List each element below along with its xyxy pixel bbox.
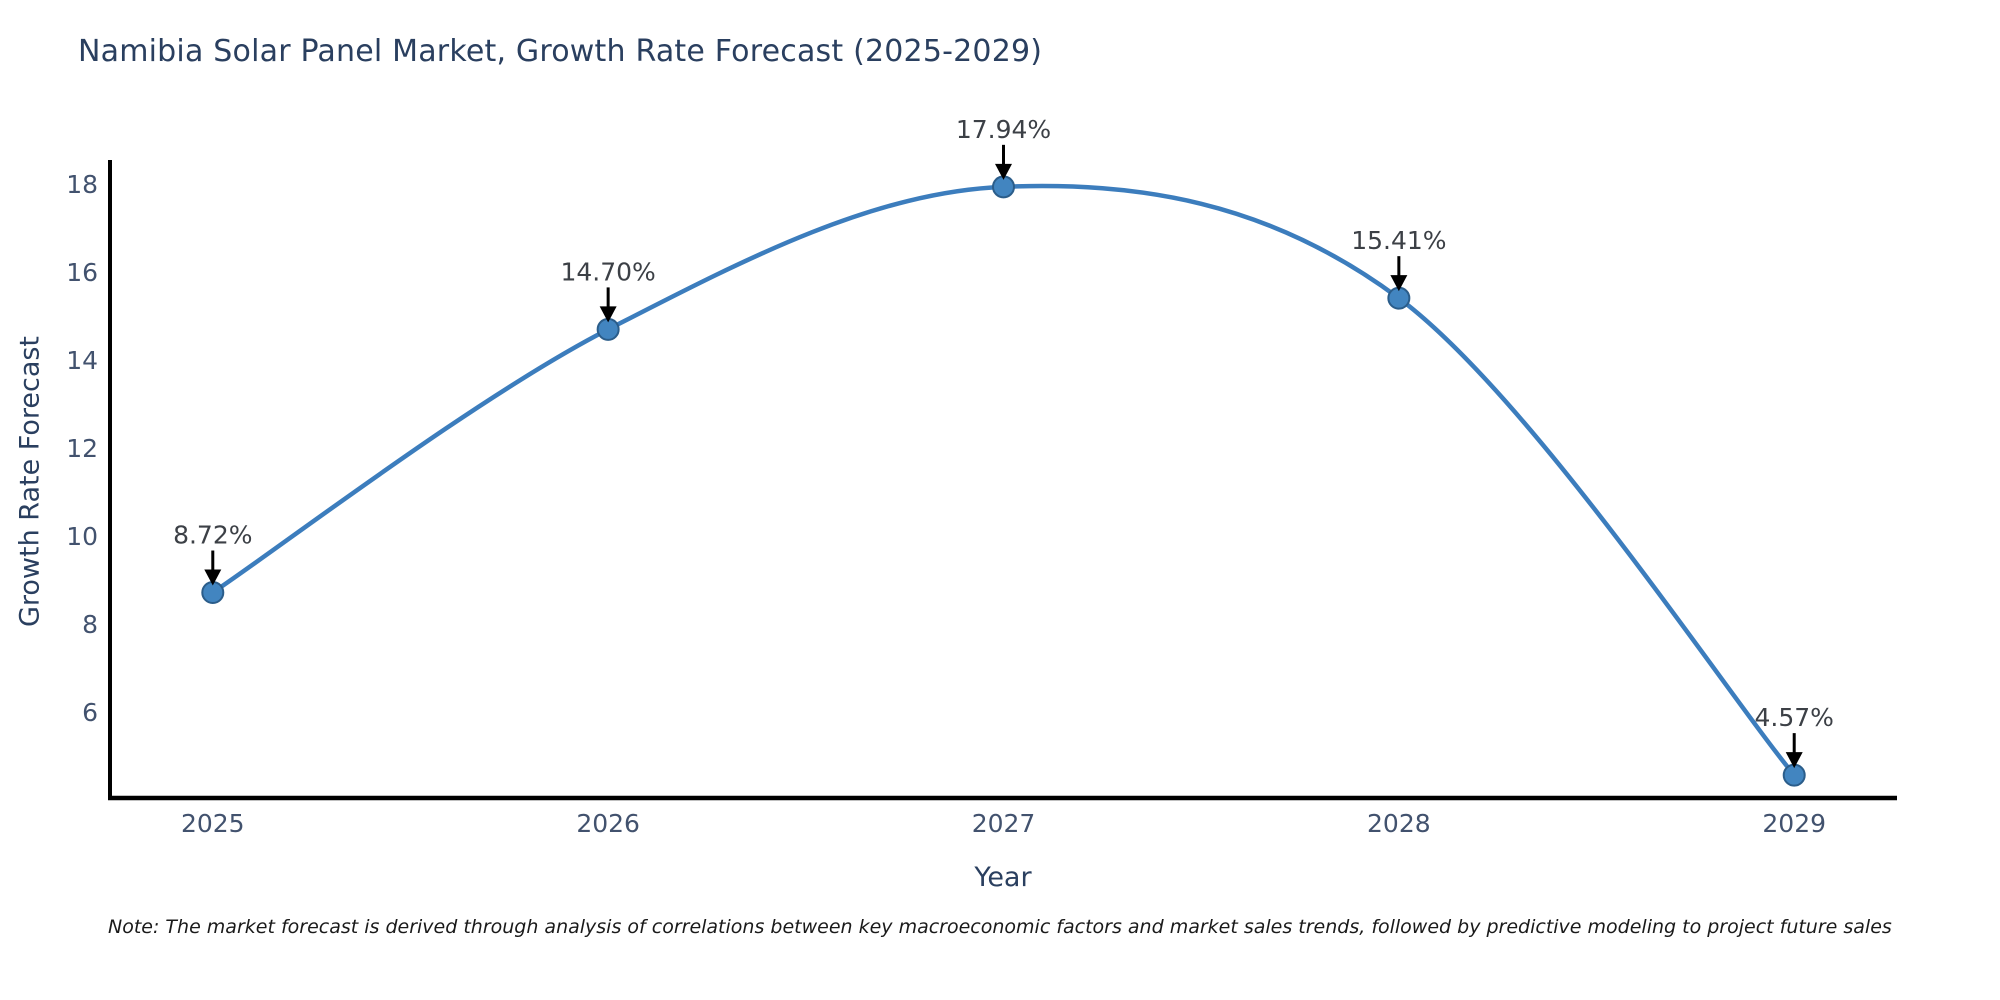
x-axis-label: Year (974, 862, 1032, 893)
annotation-arrowhead-icon (1390, 275, 1408, 292)
y-tick-label: 8 (82, 610, 98, 639)
y-tick-label: 18 (66, 170, 98, 199)
y-tick-label: 16 (66, 258, 98, 287)
y-tick-label: 6 (82, 698, 98, 727)
x-tick-label: 2026 (576, 809, 640, 838)
data-point-label: 15.41% (1351, 226, 1446, 255)
data-point-label: 8.72% (173, 521, 252, 550)
line-series (210, 183, 1797, 778)
annotation-arrowhead-icon (1785, 752, 1803, 769)
y-tick-label: 14 (66, 346, 98, 375)
y-tick-label: 12 (66, 434, 98, 463)
data-point-label: 14.70% (560, 257, 655, 286)
y-tick-label: 10 (66, 522, 98, 551)
footnote: Note: The market forecast is derived thr… (108, 916, 1892, 938)
data-point-label: 17.94% (956, 115, 1051, 144)
annotation-arrowhead-icon (204, 569, 222, 586)
data-point-label: 4.57% (1754, 703, 1833, 732)
annotation-arrowhead-icon (599, 306, 617, 323)
chart-title: Namibia Solar Panel Market, Growth Rate … (78, 34, 1043, 69)
annotation-arrowhead-icon (995, 163, 1012, 180)
x-tick-label: 2029 (1762, 809, 1826, 838)
x-tick-label: 2027 (972, 809, 1036, 838)
x-tick-label: 2028 (1367, 809, 1431, 838)
x-tick-label: 2025 (181, 809, 245, 838)
